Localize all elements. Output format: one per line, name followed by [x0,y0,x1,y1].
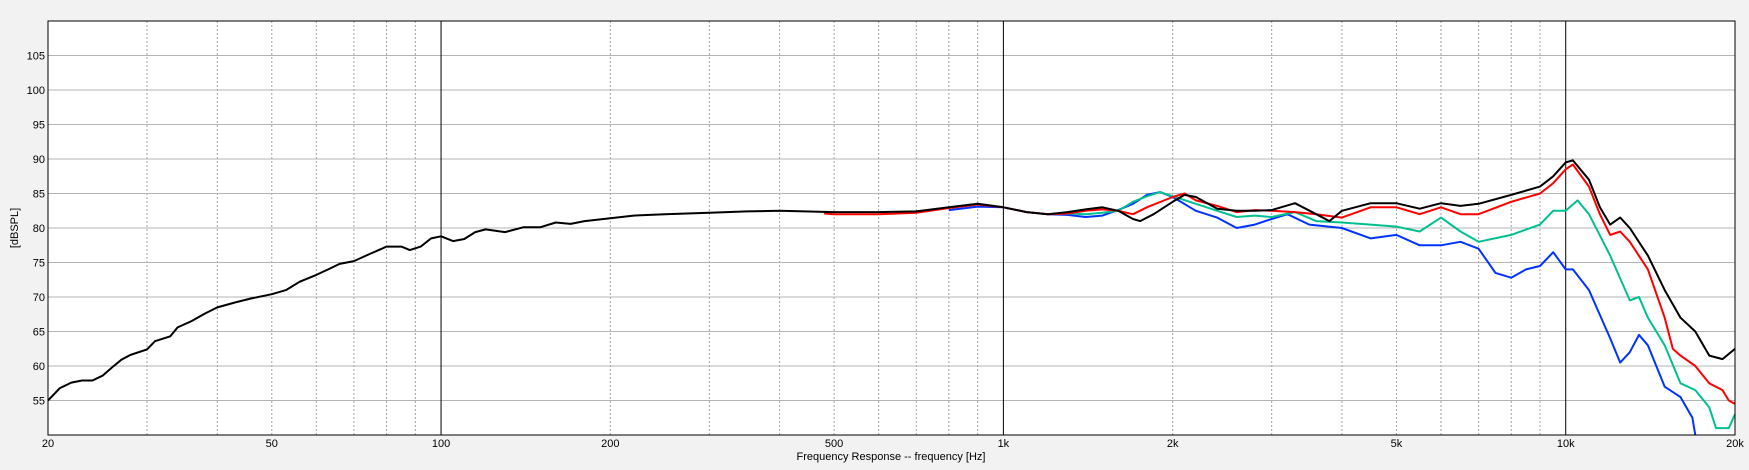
series-line [948,191,1697,436]
x-tick-label: 10k [1557,438,1575,450]
x-tick-label: 500 [825,438,843,450]
y-tick-label: 80 [33,223,45,235]
x-tick-label: 20k [1726,438,1744,450]
x-tick-label: 5k [1391,438,1403,450]
series-line [1047,191,1736,430]
y-tick-label: 60 [33,361,45,373]
y-tick-label: 95 [33,120,45,132]
y-tick-label: 70 [33,292,45,304]
x-tick-labels: 20 50 100 200 500 1k 2k 5k 10k 20k [42,438,1744,450]
series-line [47,159,1736,402]
y-tick-label: 55 [33,396,45,408]
series-layer [47,159,1736,436]
y-tick-label: 75 [33,258,45,270]
x-tick-label: 2k [1167,438,1179,450]
y-tick-label: 100 [27,85,45,97]
y-axis-label: [dBSPL] [9,208,21,248]
y-tick-label: 105 [27,51,45,63]
x-axis-label: Frequency Response -- frequency [Hz] [797,451,986,463]
y-tick-label: 90 [33,154,45,166]
x-tick-label: 1k [998,438,1010,450]
x-tick-label: 200 [601,438,619,450]
x-tick-label: 50 [266,438,278,450]
major-grid [48,21,1735,435]
y-tick-label: 65 [33,327,45,339]
plot-frame [47,20,1736,436]
y-tick-label: 85 [33,189,45,201]
y-tick-labels: 55 60 65 70 75 80 85 90 95 100 105 [27,51,45,408]
x-tick-label: 100 [432,438,450,450]
x-tick-label: 20 [42,438,54,450]
